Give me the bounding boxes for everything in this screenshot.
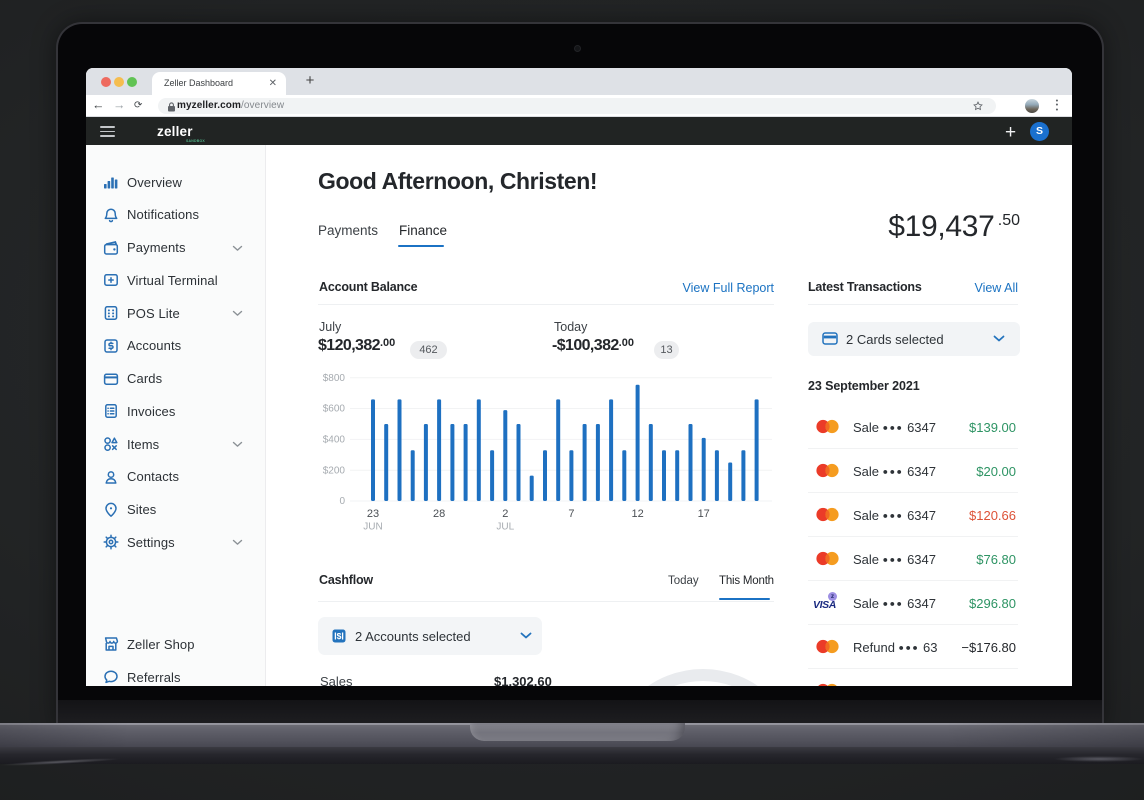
svg-text:$: $ [337, 631, 342, 641]
svg-text:23: 23 [367, 508, 379, 520]
svg-text:$400: $400 [323, 435, 346, 446]
svg-text:2: 2 [502, 508, 508, 520]
svg-text:17: 17 [698, 508, 710, 520]
svg-text:0: 0 [339, 496, 345, 507]
svg-text:7: 7 [568, 508, 574, 520]
svg-text:JUN: JUN [363, 522, 382, 533]
svg-text:$200: $200 [323, 465, 346, 476]
svg-text:JUL: JUL [496, 522, 514, 533]
svg-text:28: 28 [433, 508, 445, 520]
svg-text:12: 12 [631, 508, 643, 520]
svg-text:$600: $600 [323, 404, 346, 415]
svg-text:$800: $800 [323, 373, 346, 384]
